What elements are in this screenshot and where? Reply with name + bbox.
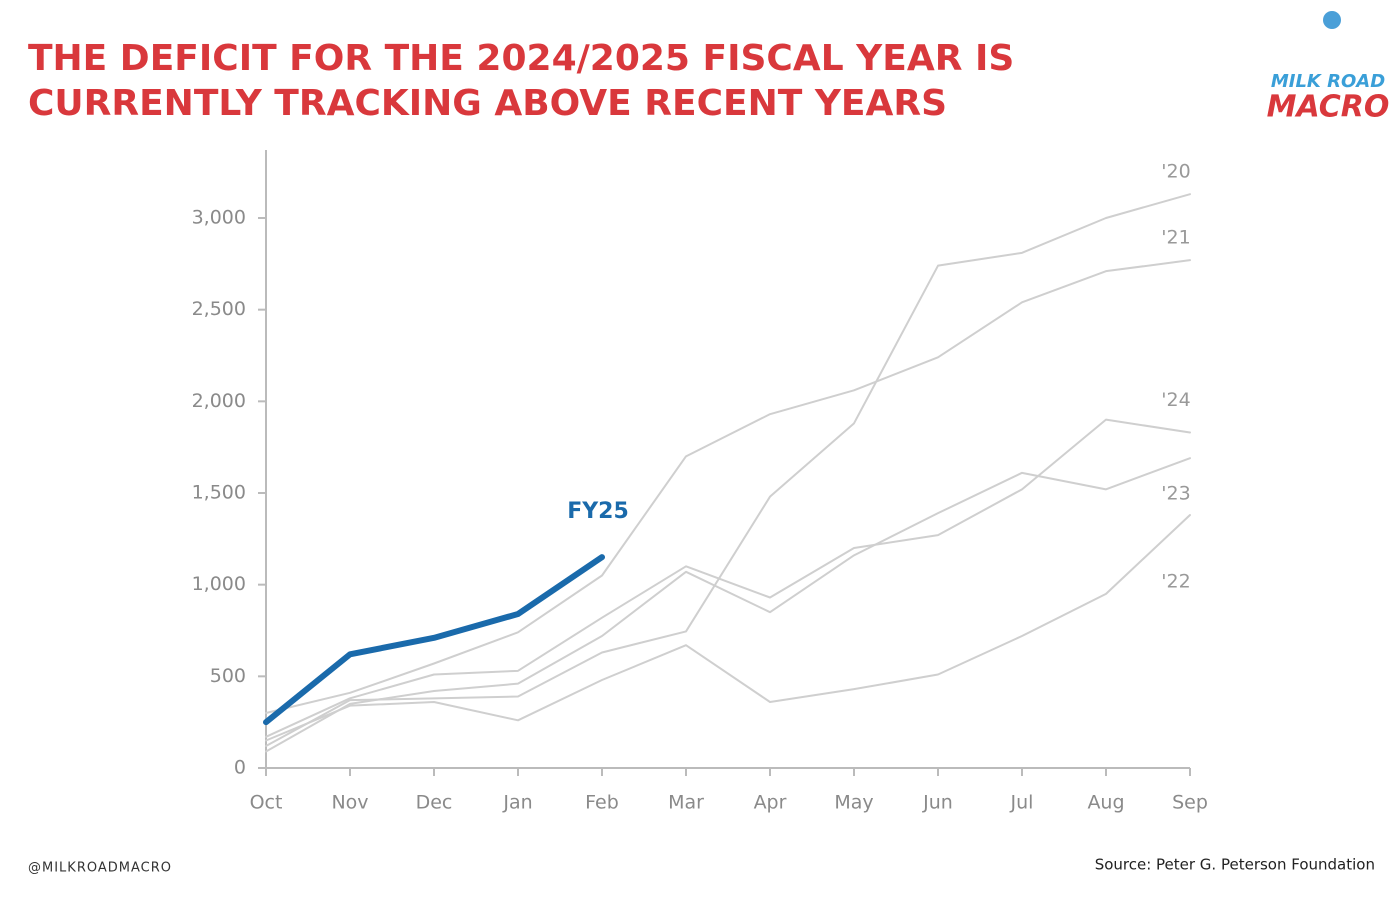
series-line [265,418,1191,738]
series-line [265,259,1191,714]
series-line [265,193,1191,747]
x-tick-label: Jul [1010,792,1034,814]
logo-text: MILK ROAD [1271,71,1385,92]
series-label: FY25 [567,499,629,524]
x-tick-label: Dec [416,792,453,814]
x-tick-label: Mar [668,792,704,814]
x-tick-label: Feb [585,792,619,814]
logo-globe [1323,11,1341,29]
handle: @MILKROADMACRO [28,861,172,876]
x-tick-label: Oct [250,792,283,814]
x-tick-label: Aug [1087,792,1124,814]
x-tick-label: Nov [331,792,368,814]
chart-title: THE DEFICIT FOR THE 2024/2025 FISCAL YEA… [28,38,1014,79]
series-label: '20 [1161,161,1190,183]
x-tick-label: Jun [922,792,953,814]
x-tick-label: May [834,792,873,814]
series-label: '23 [1161,483,1190,505]
y-tick-label: 1,000 [192,573,246,595]
x-tick-label: Sep [1172,792,1208,814]
series-line [265,514,1191,742]
x-tick-label: Jan [502,792,532,814]
y-tick-label: 2,500 [192,298,246,320]
y-tick-label: 3,000 [192,207,246,229]
source: Source: Peter G. Peterson Foundation [1095,856,1375,874]
series-line [265,457,1191,753]
y-tick-label: 0 [234,757,246,779]
series-label: '24 [1161,389,1190,411]
chart-title: CURRENTLY TRACKING ABOVE RECENT YEARS [28,83,947,124]
y-tick-label: 500 [210,665,246,687]
logo-text: MACRO [1267,90,1390,125]
series-line [263,554,605,726]
y-tick-label: 1,500 [192,482,246,504]
y-tick-label: 2,000 [192,390,246,412]
series-label: '22 [1161,571,1190,593]
series-label: '21 [1161,227,1190,249]
x-tick-label: Apr [754,792,787,814]
